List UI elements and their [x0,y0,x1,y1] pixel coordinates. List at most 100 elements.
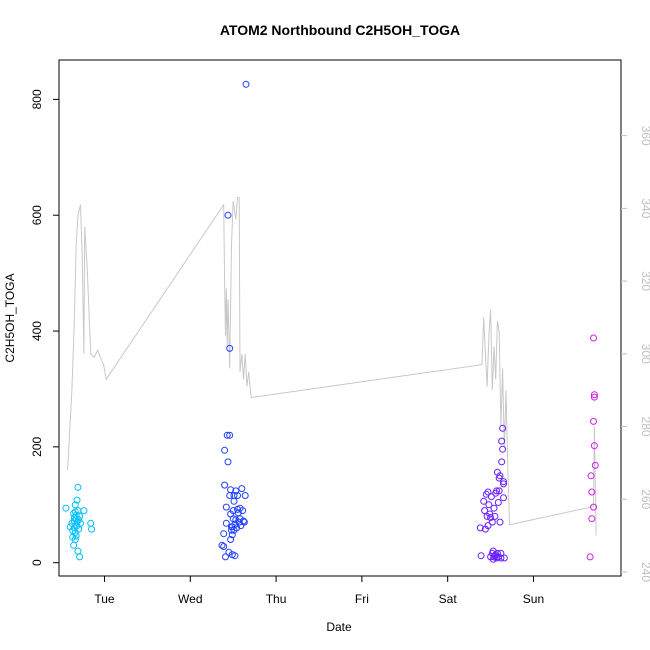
x-tick-label-2: Thu [266,592,287,606]
data-point-3-9 [590,442,598,450]
y-tick-label-4: 800 [30,89,44,109]
data-point-1-1 [220,543,228,550]
plot-area: Tue Wed Thu Fri Sat Sun 0 200 400 600 800 240 260 280… [30,59,650,606]
x-tick-label-3: Fri [355,592,369,606]
data-point-2-3 [481,507,489,515]
y2-tick-label-3: 300 [639,344,650,364]
data-point-0-21 [74,547,82,555]
data-point-2-34 [497,549,505,557]
x-tick-label-5: Sun [523,592,544,606]
data-point-2-41 [500,494,507,502]
data-point-0-27 [77,519,84,527]
data-point-3-0 [586,553,594,561]
data-point-3-5 [590,503,597,511]
x-axis-label: Date [326,620,352,634]
data-point-2-36 [498,458,506,466]
data-point-1-44 [241,492,249,499]
data-point-1-42 [240,517,247,525]
data-point-1-30 [232,487,240,495]
data-point-1-45 [242,80,250,88]
data-point-1-6 [222,519,230,527]
y-tick-label-2: 400 [30,321,44,341]
data-point-2-13 [487,493,495,501]
y-tick-label-3: 600 [30,205,44,225]
data-point-3-2 [588,488,596,496]
data-point-2-24 [493,487,501,495]
data-point-0-5 [70,541,78,549]
y2-tick-label-6: 360 [639,126,650,146]
secondary-series-line [67,197,597,536]
data-point-1-29 [231,552,239,560]
data-point-2-21 [491,512,499,520]
data-point-1-20 [228,531,236,539]
data-point-3-3 [588,515,596,523]
data-point-0-26 [76,512,84,520]
data-point-3-1 [587,472,595,480]
data-point-0-23 [75,516,83,524]
data-point-2-7 [484,488,492,496]
data-point-0-20 [74,483,82,491]
data-point-2-25 [493,554,501,562]
data-point-1-27 [230,497,238,505]
data-point-2-33 [496,518,504,526]
data-point-2-28 [494,499,502,506]
x-tick-label-1: Wed [178,592,202,606]
x-tick-label-0: Tue [94,592,115,606]
data-point-1-15 [227,486,235,494]
data-point-2-19 [490,504,498,512]
data-point-2-43 [500,554,508,562]
y2-tick-label-1: 260 [639,489,650,509]
y-tick-label-1: 200 [30,437,44,457]
data-point-0-30 [88,525,96,533]
data-point-2-35 [497,554,505,562]
data-point-2-42 [500,480,507,488]
data-point-3-10 [591,461,599,469]
y2-tick-label-0: 240 [639,562,650,582]
chart-title: ATOM2 Northbound C2H5OH_TOGA [220,22,460,38]
data-point-1-34 [234,492,241,499]
y-tick-label-0: 0 [30,559,44,566]
data-point-1-4 [221,446,229,454]
data-point-2-39 [499,424,507,432]
data-point-0-0 [62,504,70,512]
data-point-1-2 [220,530,228,538]
y2-tick-label-5: 340 [639,198,650,218]
data-point-2-2 [480,497,488,505]
y2-tick-label-4: 320 [639,271,650,291]
data-point-1-12 [226,431,234,439]
data-point-3-4 [590,334,597,342]
data-point-0-25 [76,553,84,561]
data-point-2-1 [477,552,485,560]
data-point-1-41 [239,507,247,515]
y-axis-label: C2H5OH_TOGA [3,273,17,362]
y2-tick-label-2: 280 [639,417,650,437]
data-point-1-8 [223,431,231,439]
data-point-3-8 [590,393,598,401]
data-point-1-37 [236,515,244,523]
data-point-1-3 [221,481,229,489]
data-point-1-16 [227,536,235,543]
data-point-2-32 [496,472,504,480]
data-point-1-43 [240,518,248,526]
data-point-2-12 [487,514,495,521]
data-point-0-11 [71,501,79,509]
data-point-2-8 [484,522,492,530]
data-point-2-30 [495,487,503,495]
data-point-2-40 [500,478,507,486]
data-point-0-29 [87,519,95,527]
data-point-1-7 [222,503,230,511]
data-point-1-9 [224,458,232,466]
data-point-3-6 [590,417,597,425]
data-point-0-16 [72,532,80,540]
data-point-1-5 [222,553,229,561]
x-tick-label-4: Sat [439,592,458,606]
data-point-1-0 [218,541,226,549]
data-point-1-40 [238,485,246,493]
data-point-2-27 [493,549,501,557]
data-point-1-36 [235,518,243,526]
data-point-0-28 [80,507,88,515]
data-point-2-37 [498,437,506,445]
data-point-0-12 [71,536,79,543]
data-point-0-17 [73,496,81,504]
